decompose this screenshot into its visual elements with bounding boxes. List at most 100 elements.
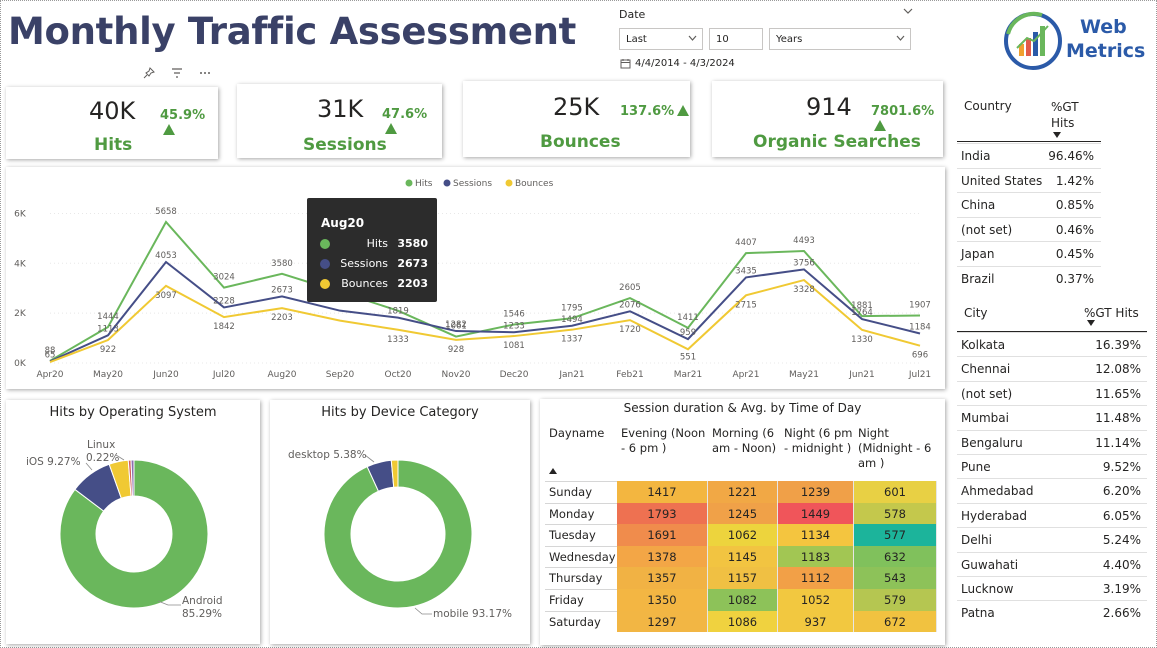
heatmap-row[interactable]: Tuesday 1691 1062 1134 577 (545, 524, 937, 546)
heatmap-cell[interactable]: 1112 (778, 567, 854, 589)
sort-descending-icon[interactable] (1087, 320, 1095, 326)
kpi-card-organic-searches[interactable]: 914 7801.6% Organic Searches (712, 81, 943, 157)
heatmap-cell[interactable]: 1145 (708, 545, 778, 568)
more-options-icon[interactable] (198, 66, 212, 80)
heatmap-row[interactable]: Saturday 1297 1086 937 672 (545, 610, 937, 633)
pin-icon[interactable] (142, 66, 156, 80)
traffic-line-chart-card[interactable]: Hits Sessions Bounces 0K 2K 4K 6K Apr20 May20 Jun… (6, 167, 945, 389)
table-row[interactable]: Pune 9.52% (957, 454, 1147, 478)
table-row[interactable]: Patna 2.66% (957, 600, 1147, 624)
heatmap-row[interactable]: Friday 1350 1082 1052 579 (545, 589, 937, 611)
row-pct: 6.20% (1102, 484, 1141, 499)
heatmap-row[interactable]: Thursday 1357 1157 1112 543 (545, 567, 937, 589)
heatmap-cell[interactable]: 1350 (617, 589, 708, 611)
slice-label: mobile 93.17% (433, 608, 512, 620)
heatmap-col-morning[interactable]: Morning (6 am - Noon) (712, 426, 777, 455)
date-count-input[interactable]: 10 (709, 28, 763, 50)
heatmap-cell[interactable]: 672 (854, 610, 937, 633)
chevron-down-icon (688, 35, 697, 41)
heatmap-cell[interactable]: 632 (854, 545, 937, 568)
heatmap-col-evening[interactable]: Evening (Noon - 6 pm ) (621, 426, 706, 455)
heatmap-cell[interactable]: 1052 (778, 589, 854, 611)
heatmap-cell[interactable]: 1183 (778, 545, 854, 568)
heatmap-cell[interactable]: 1082 (708, 589, 778, 611)
table-row[interactable]: United States 1.42% (957, 167, 1101, 192)
heatmap-cell[interactable]: 1239 (778, 481, 854, 503)
date-slicer-label: Date (619, 8, 646, 21)
device-donut-chart[interactable]: mobile 93.17% desktop 5.38% (270, 400, 530, 644)
filter-icon[interactable] (170, 66, 184, 80)
table-row[interactable]: (not set) 11.65% (957, 380, 1147, 405)
country-table[interactable]: Country %GT Hits India 96.46% United State… (957, 90, 1101, 293)
chevron-down-icon[interactable] (902, 6, 914, 16)
table-row[interactable]: Hyderabad 6.05% (957, 502, 1147, 527)
sort-ascending-icon[interactable] (549, 468, 557, 474)
pie-slice-tablet[interactable] (390, 459, 399, 488)
table-row[interactable]: Brazil 0.37% (957, 265, 1101, 290)
heatmap-row[interactable]: Sunday 1417 1221 1239 601 (545, 481, 937, 503)
heatmap-cell[interactable]: 1793 (617, 502, 708, 525)
chart-legend[interactable]: Hits Sessions Bounces (405, 179, 554, 189)
heatmap-cell[interactable]: 578 (854, 502, 937, 525)
heatmap-row[interactable]: Monday 1793 1245 1449 578 (545, 502, 937, 525)
series-line-hits[interactable] (49, 220, 921, 362)
table-row[interactable]: Chennai 12.08% (957, 356, 1147, 380)
heatmap-cell[interactable]: 577 (854, 524, 937, 546)
city-table[interactable]: City %GT Hits Kolkata 16.39% Chennai 12.08%… (957, 300, 1147, 626)
os-donut-card[interactable]: Hits by Operating System Android 85.29% iO… (6, 400, 260, 644)
table-row[interactable]: Delhi 5.24% (957, 527, 1147, 551)
heatmap-cell[interactable]: 579 (854, 589, 937, 611)
heatmap-cell[interactable]: 1691 (617, 524, 708, 546)
table-row[interactable]: Mumbai 11.48% (957, 405, 1147, 429)
table-row[interactable]: India 96.46% (957, 143, 1101, 167)
data-label-bounces: 928 (448, 345, 464, 355)
row-pct: 6.05% (1102, 508, 1141, 523)
heatmap-cell[interactable]: 1297 (617, 610, 708, 633)
x-tick-label: May20 (93, 370, 123, 380)
sort-descending-icon[interactable] (1053, 132, 1061, 138)
table-row[interactable]: (not set) 0.46% (957, 216, 1101, 241)
country-pct-col-header[interactable]: %GT Hits (1051, 100, 1079, 130)
table-row[interactable]: Guwahati 4.40% (957, 551, 1147, 576)
heatmap-cell[interactable]: 1134 (778, 524, 854, 546)
traffic-line-chart[interactable]: Hits Sessions Bounces 0K 2K 4K 6K Apr20 May20 Jun… (6, 167, 945, 389)
date-mode-select[interactable]: Last (619, 28, 703, 50)
heatmap-cell[interactable]: 1417 (617, 481, 708, 503)
table-row[interactable]: China 0.85% (957, 192, 1101, 216)
date-unit-select[interactable]: Years (769, 28, 911, 50)
heatmap-cell[interactable]: 1062 (708, 524, 778, 546)
table-row[interactable]: Bengaluru 11.14% (957, 429, 1147, 454)
city-col-header[interactable]: City (964, 306, 988, 320)
heatmap-col-dayname[interactable]: Dayname (549, 426, 605, 440)
heatmap-cell[interactable]: 937 (778, 610, 854, 633)
series-line-sessions[interactable] (49, 260, 921, 363)
table-row[interactable]: Japan 0.45% (957, 241, 1101, 265)
heatmap-cell[interactable]: 1221 (708, 481, 778, 503)
heatmap-row[interactable]: Wednesday 1378 1145 1183 632 (545, 545, 937, 568)
pie-slice-mobile[interactable] (323, 459, 473, 609)
heatmap-cell[interactable]: 543 (854, 567, 937, 589)
country-col-header[interactable]: Country (964, 99, 1012, 113)
city-pct-col-header[interactable]: %GT Hits (1084, 306, 1139, 320)
heatmap-cell[interactable]: 1086 (708, 610, 778, 633)
kpi-card-hits[interactable]: 40K 45.9% Hits (6, 87, 218, 159)
heatmap-cell[interactable]: 1378 (617, 545, 708, 568)
kpi-card-bounces[interactable]: 25K 137.6% Bounces (463, 81, 690, 157)
device-donut-card[interactable]: Hits by Device Category mobile 93.17% des… (270, 400, 530, 644)
pie-slice-linux2[interactable] (130, 459, 135, 497)
data-label-sessions: 1184 (909, 322, 931, 332)
table-row[interactable]: Ahmedabad 6.20% (957, 478, 1147, 502)
heatmap-cell[interactable]: 1157 (708, 567, 778, 589)
heatmap-cell[interactable]: 1357 (617, 567, 708, 589)
heatmap-col-night-evening[interactable]: Night (6 pm - midnight ) (784, 426, 853, 455)
heatmap-cell[interactable]: 601 (854, 481, 937, 503)
table-row[interactable]: Lucknow 3.19% (957, 576, 1147, 600)
heatmap-cell[interactable]: 1245 (708, 502, 778, 525)
table-row[interactable]: Kolkata 16.39% (957, 332, 1147, 356)
series-line-bounces[interactable] (49, 278, 921, 363)
kpi-card-sessions[interactable]: 31K 47.6% Sessions (237, 84, 442, 158)
pie-slice-android[interactable] (59, 459, 209, 609)
heatmap-cell[interactable]: 1449 (778, 502, 854, 525)
heatmap-col-night-late[interactable]: Night (Midnight - 6 am ) (858, 426, 932, 470)
